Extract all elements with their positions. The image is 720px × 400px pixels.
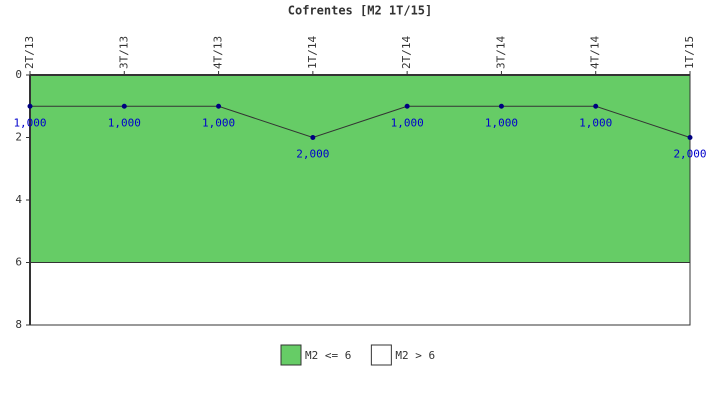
y-tick-label: 0 bbox=[15, 68, 22, 81]
legend-label: M2 > 6 bbox=[395, 349, 435, 362]
point bbox=[310, 135, 316, 140]
point bbox=[27, 103, 33, 109]
x-tick-label: 3T/13 bbox=[117, 36, 130, 69]
x-tick-label: 1T/14 bbox=[306, 36, 319, 69]
value-label: 2,000 bbox=[296, 148, 329, 161]
chart-title: Cofrentes [M2 1T/15] bbox=[288, 4, 433, 18]
point bbox=[593, 103, 599, 109]
value-label: 1,000 bbox=[391, 116, 424, 129]
y-tick-label: 4 bbox=[15, 193, 22, 206]
legend-swatch bbox=[370, 344, 392, 366]
point bbox=[687, 135, 693, 140]
legend-label: M2 <= 6 bbox=[305, 349, 351, 362]
x-tick-label: 4T/13 bbox=[212, 36, 225, 69]
value-label: 1,000 bbox=[108, 116, 141, 129]
x-tick-label: 3T/14 bbox=[494, 36, 507, 69]
point bbox=[498, 103, 504, 109]
value-label: 1,000 bbox=[202, 116, 235, 129]
value-label: 1,000 bbox=[13, 116, 46, 129]
point bbox=[121, 103, 127, 109]
x-tick-label: 2T/14 bbox=[400, 36, 413, 69]
y-tick-label: 6 bbox=[15, 256, 22, 269]
x-tick-label: 1T/15 bbox=[683, 36, 696, 69]
value-label: 1,000 bbox=[485, 116, 518, 129]
value-label: 2,000 bbox=[673, 148, 706, 161]
band bbox=[29, 74, 691, 263]
band bbox=[29, 262, 691, 326]
y-tick-label: 8 bbox=[15, 318, 22, 331]
line bbox=[30, 105, 691, 139]
legend-swatch bbox=[280, 344, 302, 366]
point bbox=[216, 103, 222, 109]
value-label: 1,000 bbox=[579, 116, 612, 129]
x-tick-label: 2T/13 bbox=[23, 36, 36, 69]
point bbox=[404, 103, 410, 109]
y-tick-label: 2 bbox=[15, 131, 22, 144]
x-tick-label: 4T/14 bbox=[589, 36, 602, 69]
